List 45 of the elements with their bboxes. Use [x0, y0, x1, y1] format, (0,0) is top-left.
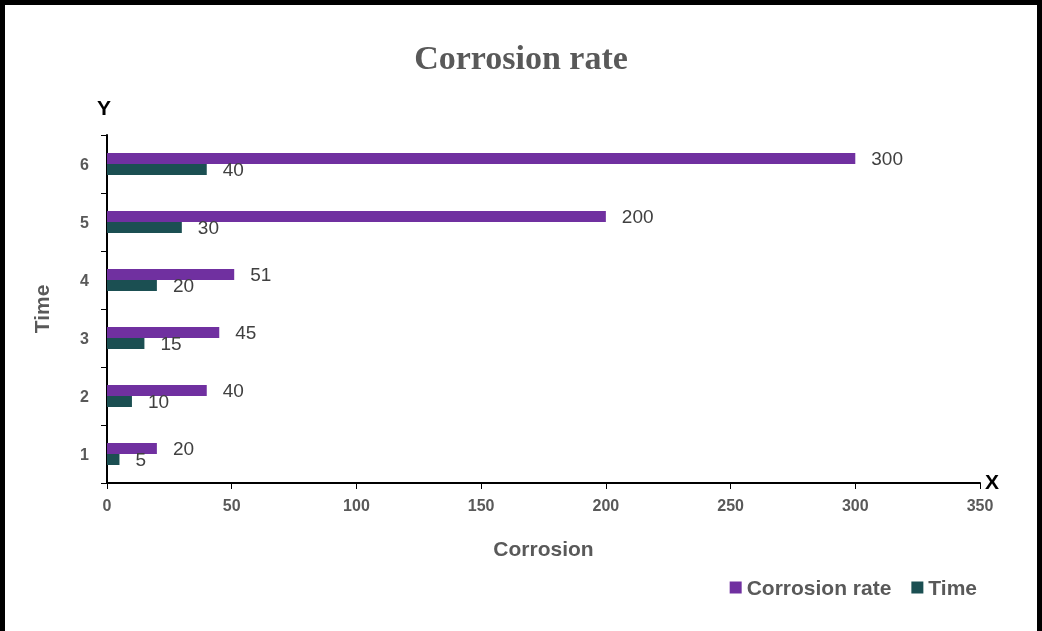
bar	[107, 396, 132, 408]
legend-label: Time	[928, 576, 978, 599]
data-label: 20	[172, 437, 195, 459]
bar	[107, 280, 157, 292]
x-tick-label: 150	[467, 496, 495, 514]
data-label: 200	[621, 205, 654, 227]
bar	[107, 268, 235, 280]
data-label: 10	[147, 391, 170, 413]
x-tick-label: 50	[222, 496, 241, 514]
bar	[107, 454, 120, 466]
x-tick-label: 200	[592, 496, 620, 514]
bar	[107, 222, 182, 234]
x-tick-label: 300	[841, 496, 869, 514]
bar	[107, 442, 157, 454]
data-label: 20	[172, 275, 195, 297]
data-label: 40	[222, 379, 244, 401]
data-label: 30	[197, 217, 219, 239]
x-axis-title: Corrosion	[493, 537, 594, 560]
y-tick-label: 3	[80, 329, 90, 347]
bar	[107, 164, 207, 176]
y-tick-label: 6	[80, 155, 90, 173]
y-axis-title: Time	[30, 284, 53, 334]
y-tick-label: 1	[80, 445, 90, 463]
x-tick-label: 250	[717, 496, 745, 514]
bar	[107, 384, 207, 396]
y-tick-label: 5	[80, 213, 90, 231]
chart-title: Corrosion rate	[414, 38, 628, 76]
data-label: 300	[871, 147, 903, 169]
legend-label: Corrosion rate	[746, 576, 892, 599]
data-label: 51	[250, 263, 272, 285]
data-label: 45	[235, 321, 257, 343]
text: Y	[97, 96, 112, 119]
text: X	[985, 470, 1000, 493]
bar	[107, 210, 606, 222]
x-tick-label: 0	[102, 496, 112, 514]
y-tick-label: 4	[80, 271, 90, 289]
data-label: 5	[135, 449, 147, 471]
x-tick-label: 350	[966, 496, 994, 514]
x-tick-label: 100	[343, 496, 370, 514]
data-label: 40	[222, 159, 244, 181]
bar	[107, 326, 220, 338]
bar	[107, 338, 145, 350]
bar	[107, 152, 856, 164]
data-label: 15	[160, 333, 182, 355]
y-tick-label: 2	[80, 387, 90, 405]
